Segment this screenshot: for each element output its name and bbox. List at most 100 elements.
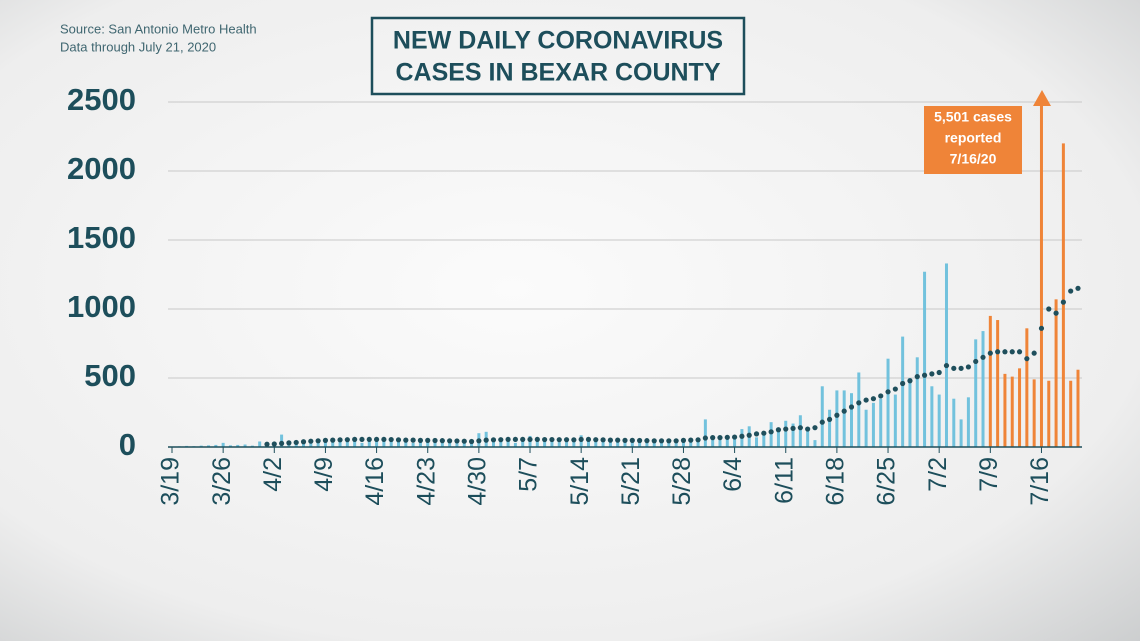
average-dot bbox=[308, 438, 314, 444]
bar bbox=[535, 440, 539, 447]
average-dot bbox=[812, 425, 818, 431]
bar bbox=[784, 420, 788, 447]
average-dot bbox=[425, 437, 431, 443]
average-dot bbox=[432, 437, 438, 444]
average-dot bbox=[468, 438, 475, 445]
bar bbox=[506, 437, 510, 447]
average-dot bbox=[439, 438, 445, 444]
average-dot bbox=[995, 349, 1001, 355]
average-dot bbox=[388, 436, 394, 443]
average-dot bbox=[753, 431, 760, 437]
bar bbox=[228, 445, 232, 447]
bar bbox=[1076, 369, 1080, 447]
average-dot bbox=[929, 371, 935, 377]
y-tick-label: 1000 bbox=[67, 289, 136, 324]
average-dot bbox=[520, 436, 526, 443]
average-dot bbox=[680, 437, 687, 443]
average-dot bbox=[534, 436, 540, 443]
bar bbox=[280, 434, 284, 447]
bar bbox=[397, 440, 400, 447]
average-dot bbox=[593, 437, 599, 443]
average-dot bbox=[841, 408, 847, 414]
arrowhead bbox=[1033, 90, 1051, 106]
average-dot bbox=[921, 372, 928, 378]
bar bbox=[769, 422, 773, 447]
y-tick-label: 2000 bbox=[67, 151, 136, 186]
bar bbox=[462, 441, 466, 447]
bar bbox=[513, 442, 517, 447]
bar bbox=[828, 409, 832, 447]
bar bbox=[1061, 143, 1065, 447]
average-dot bbox=[863, 397, 869, 403]
average-dot bbox=[447, 438, 453, 444]
bar bbox=[974, 339, 978, 447]
x-tick-label: 7/9 bbox=[975, 457, 1003, 492]
average-dot bbox=[359, 436, 365, 443]
average-dot bbox=[1024, 356, 1030, 362]
average-dot bbox=[461, 438, 467, 444]
bar bbox=[572, 440, 576, 447]
average-dot bbox=[300, 439, 307, 445]
average-dot bbox=[1002, 349, 1008, 355]
x-tick-label: 6/18 bbox=[821, 457, 849, 506]
average-dot bbox=[490, 437, 497, 443]
bar bbox=[389, 441, 393, 447]
bar bbox=[382, 438, 386, 447]
bar bbox=[908, 378, 912, 447]
average-dot bbox=[410, 437, 416, 443]
bar bbox=[638, 441, 642, 447]
average-dot bbox=[403, 437, 409, 443]
average-dot bbox=[600, 437, 606, 443]
average-dot bbox=[746, 432, 752, 438]
bar bbox=[733, 435, 737, 447]
average-dot bbox=[761, 430, 767, 436]
average-dot bbox=[987, 350, 993, 356]
bar bbox=[594, 440, 598, 447]
average-dot bbox=[571, 437, 577, 443]
bar bbox=[616, 441, 620, 447]
average-dot bbox=[286, 440, 292, 446]
average-dot bbox=[622, 437, 628, 443]
average-dot bbox=[278, 440, 285, 447]
bar bbox=[893, 394, 897, 447]
average-dot bbox=[1068, 288, 1074, 294]
bar bbox=[1032, 379, 1036, 447]
bar bbox=[952, 398, 956, 447]
average-dot bbox=[826, 416, 833, 422]
title-box bbox=[370, 16, 746, 96]
average-dot bbox=[965, 364, 972, 370]
bar bbox=[316, 440, 320, 447]
bar bbox=[689, 438, 693, 447]
x-tick-label: 6/25 bbox=[873, 457, 901, 506]
average-dot bbox=[315, 438, 321, 444]
bar bbox=[1025, 328, 1029, 447]
average-dot bbox=[271, 441, 277, 447]
average-dot bbox=[658, 438, 665, 444]
bar bbox=[375, 440, 379, 447]
bar bbox=[864, 409, 868, 447]
bar bbox=[433, 440, 437, 447]
bar bbox=[309, 440, 313, 447]
bar bbox=[608, 442, 612, 447]
bar bbox=[711, 439, 715, 447]
average-dot bbox=[563, 437, 570, 443]
bar bbox=[674, 440, 678, 447]
bar bbox=[930, 386, 934, 447]
average-dot bbox=[980, 354, 986, 360]
annotation: 7/16/20 bbox=[950, 151, 997, 167]
bar bbox=[966, 397, 970, 447]
average-dot bbox=[936, 369, 942, 376]
average-dot bbox=[739, 433, 745, 439]
bar bbox=[236, 444, 240, 447]
x-tick-label: 7/16 bbox=[1026, 457, 1054, 506]
bar bbox=[842, 390, 846, 447]
bar bbox=[776, 427, 780, 447]
average-dot bbox=[834, 412, 840, 418]
bar bbox=[725, 438, 729, 447]
y-tick-label: 2500 bbox=[67, 82, 136, 117]
x-tick-label: 4/9 bbox=[310, 457, 338, 492]
bar bbox=[557, 442, 561, 447]
bar bbox=[667, 441, 671, 447]
annotation: reported bbox=[945, 130, 1002, 146]
average-dot bbox=[651, 438, 657, 444]
